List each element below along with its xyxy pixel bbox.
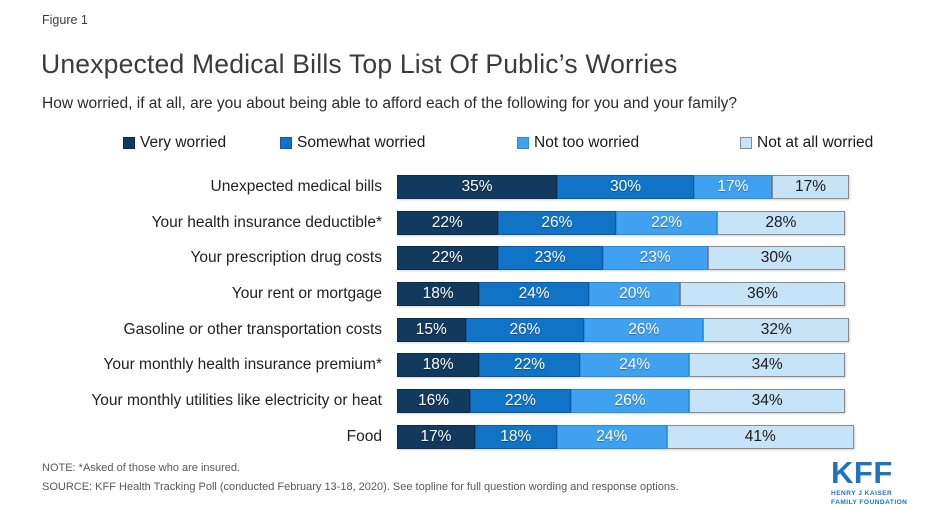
legend-swatch-icon [517,137,529,149]
row-label: Food [346,427,382,445]
figure-label: Figure 1 [42,13,88,27]
bar-segment: 26% [584,317,704,342]
kff-logo-tagline: HENRY J KAISER FAMILY FOUNDATION [831,490,923,506]
legend-label: Somewhat worried [297,134,426,151]
chart-row: Your health insurance deductible* 22% 26% 2… [0,205,930,241]
chart-row: Food 17% 18% 24% 41% [0,419,930,455]
stacked-bar: 18% 24% 20% 36% [397,281,845,306]
bar-segment: 16% [397,388,471,413]
legend: Very worried Somewhat worried Not too worr… [0,134,930,152]
kff-logo: KFF HENRY J KAISER FAMILY FOUNDATION [831,455,923,507]
row-label: Your health insurance deductible* [151,213,382,231]
legend-item: Very worried [123,134,226,152]
kff-logo-tagline-line1: HENRY J KAISER [831,490,893,498]
chart: Unexpected medical bills 35% 30% 17% 17% Your… [0,169,930,455]
legend-label: Not at all worried [757,134,874,151]
bar-segment: 24% [556,424,667,449]
legend-label: Very worried [140,134,227,151]
bar-segment: 20% [588,281,681,306]
bar-segment: 34% [689,388,845,413]
bar-segment: 22% [397,210,498,235]
kff-logo-acronym: KFF [831,455,893,490]
page-title: Unexpected Medical Bills Top List Of Pub… [41,49,678,79]
bar-segment: 36% [680,281,845,306]
bar-segment: 28% [716,210,845,235]
chart-row: Unexpected medical bills 35% 30% 17% 17% [0,169,930,205]
bar-segment: 26% [570,388,690,413]
bar-segment: 18% [397,281,480,306]
chart-row: Your prescription drug costs 22% 23% 23% 30% [0,240,930,276]
bar-segment: 15% [397,317,466,342]
stacked-bar: 35% 30% 17% 17% [397,174,850,199]
bar-segment: 24% [579,353,690,378]
stacked-bar: 18% 22% 24% 34% [397,353,845,378]
row-label: Your monthly utilities like electricity … [91,391,382,409]
bar-segment: 17% [397,424,475,449]
stacked-bar: 22% 23% 23% 30% [397,246,845,271]
bar-segment: 24% [479,281,589,306]
row-label: Gasoline or other transportation costs [123,320,382,338]
legend-swatch-icon [740,137,752,149]
stacked-bar: 22% 26% 22% 28% [397,210,845,235]
chart-subtitle: How worried, if at all, are you about be… [42,95,738,112]
kff-logo-tagline-line2: FAMILY FOUNDATION [831,498,908,506]
row-label: Unexpected medical bills [210,177,382,195]
bar-segment: 23% [497,246,603,271]
bar-segment: 32% [703,317,850,342]
bar-segment: 41% [666,424,854,449]
bar-segment: 18% [397,353,480,378]
bar-segment: 23% [602,246,708,271]
chart-row: Your rent or mortgage 18% 24% 20% 36% [0,276,930,312]
bar-segment: 35% [397,174,557,199]
chart-row: Your monthly utilities like electricity … [0,383,930,419]
bar-segment: 22% [479,353,580,378]
legend-item: Not too worried [517,134,639,152]
stacked-bar: 15% 26% 26% 32% [397,317,850,342]
bar-segment: 17% [771,174,850,199]
note-text: NOTE: *Asked of those who are insured. [42,462,241,474]
bar-segment: 26% [497,210,617,235]
bar-segment: 30% [556,174,695,199]
bar-segment: 18% [474,424,557,449]
bar-segment: 30% [707,246,845,271]
row-label: Your rent or mortgage [231,284,382,302]
chart-row: Gasoline or other transportation costs 15… [0,312,930,348]
chart-row: Your monthly health insurance premium* 18… [0,347,930,383]
legend-item: Not at all worried [740,134,873,152]
bar-segment: 17% [694,174,772,199]
row-label: Your monthly health insurance premium* [103,356,382,374]
stacked-bar: 16% 22% 26% 34% [397,388,845,413]
legend-swatch-icon [280,137,292,149]
legend-item: Somewhat worried [280,134,425,152]
legend-swatch-icon [123,137,135,149]
bar-segment: 22% [616,210,717,235]
legend-label: Not too worried [534,134,640,151]
stacked-bar: 17% 18% 24% 41% [397,424,854,449]
bar-segment: 26% [465,317,585,342]
bar-segment: 22% [470,388,571,413]
bar-segment: 34% [689,353,845,378]
bar-segment: 22% [397,246,498,271]
source-text: SOURCE: KFF Health Tracking Poll (conduc… [42,481,679,493]
row-label: Your prescription drug costs [190,249,382,267]
